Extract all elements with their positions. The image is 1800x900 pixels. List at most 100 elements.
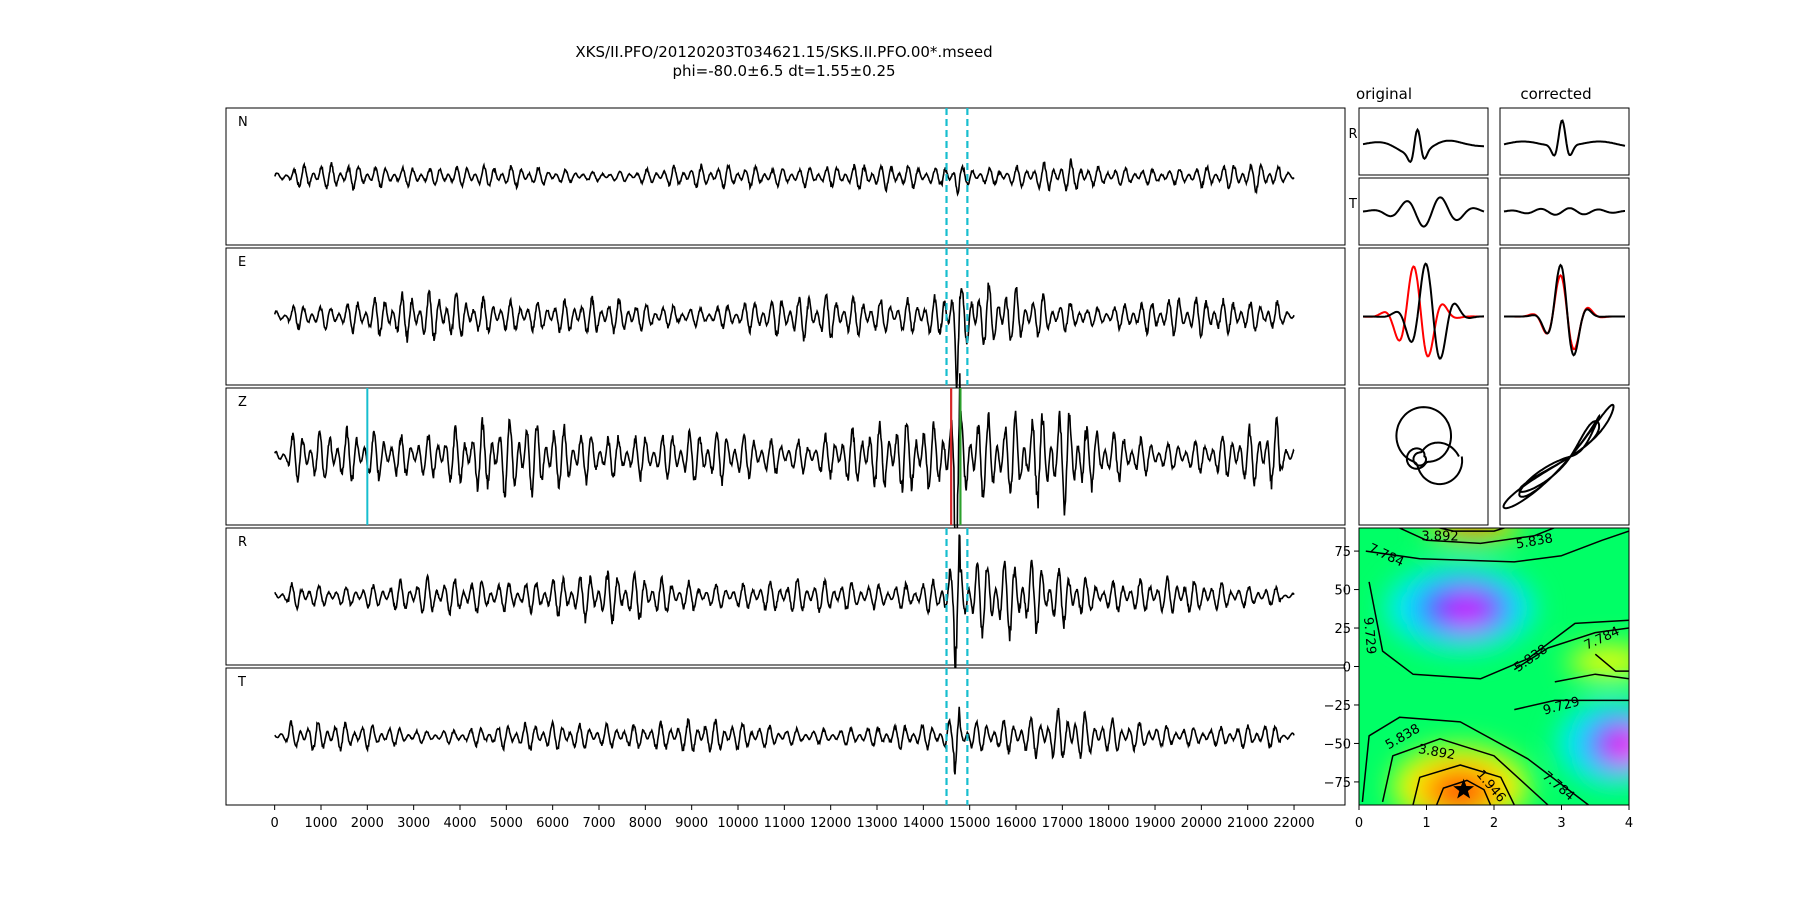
surface-y-tick-label: −25 — [1324, 699, 1351, 714]
contour-label: 5.838 — [1515, 531, 1554, 552]
x-tick-label: 6000 — [536, 816, 569, 831]
traces-x-axis: 0 1000 2000 3000 4000 5000 6000 7000 8000 9000 100… — [271, 805, 1315, 831]
contour-label: 3.892 — [1421, 530, 1458, 545]
x-tick-label: 16000 — [995, 816, 1036, 831]
contour-line — [1594, 653, 1629, 672]
original-panel-0 — [1358, 107, 1489, 176]
column-title-corrected: corrected — [1520, 85, 1591, 103]
surface-x-tick-label: 2 — [1490, 816, 1498, 831]
contour-line — [1365, 530, 1629, 563]
transverse-wavelet — [1503, 207, 1625, 216]
contour-line — [1361, 716, 1589, 805]
x-tick-label: 1000 — [304, 816, 337, 831]
contour-line — [1513, 627, 1629, 671]
trace-panel-r: R — [225, 527, 1346, 680]
x-tick-label: 0 — [271, 816, 279, 831]
surface-x-tick-label: 1 — [1422, 816, 1430, 831]
x-tick-label: 12000 — [810, 816, 851, 831]
wave-red — [1363, 265, 1484, 358]
contour-line — [1436, 528, 1507, 532]
particle-motion — [1395, 406, 1464, 486]
transverse-wavelet — [1362, 196, 1485, 228]
contour-line — [1514, 699, 1629, 711]
seismogram-trace — [274, 158, 1295, 197]
surface-y-tick-label: −50 — [1324, 737, 1351, 752]
side-panels-layer: RT — [1348, 107, 1630, 526]
error-surface-layer: 3.892 5.8387.7849.7295.8387.7849.7295.838… — [1324, 527, 1633, 831]
contour-label: 9.729 — [1360, 617, 1378, 655]
particle-motion — [1502, 403, 1615, 510]
trace-panel-z: Z — [225, 373, 1346, 554]
surface-y-tick-label: 75 — [1334, 545, 1351, 560]
wave-black — [1504, 263, 1625, 357]
panel-label: N — [238, 115, 248, 130]
contour-line — [1435, 779, 1492, 805]
x-tick-label: 5000 — [490, 816, 523, 831]
row-label-t: T — [1348, 197, 1357, 212]
figure-subtitle: phi=-80.0±6.5 dt=1.55±0.25 — [672, 62, 895, 80]
x-tick-label: 15000 — [949, 816, 990, 831]
seismogram-trace — [274, 706, 1295, 775]
panel-label: R — [238, 535, 247, 550]
panel-frame — [225, 387, 1346, 526]
panel-label: E — [238, 255, 246, 270]
original-panel-2 — [1358, 247, 1489, 386]
x-tick-label: 3000 — [397, 816, 430, 831]
contour-line — [1412, 764, 1515, 805]
corrected-panel-1 — [1499, 177, 1630, 246]
column-title-original: original — [1356, 85, 1412, 103]
x-tick-label: 22000 — [1273, 816, 1314, 831]
contour-line — [1554, 673, 1629, 683]
surface-blob — [1605, 729, 1629, 764]
x-tick-label: 2000 — [351, 816, 384, 831]
surface-blob — [1568, 646, 1629, 678]
trace-panel-e: E — [225, 247, 1346, 392]
x-tick-label: 11000 — [764, 816, 805, 831]
seismogram-trace — [273, 282, 1295, 392]
contour-label: 3.892 — [1417, 742, 1456, 763]
x-tick-label: 17000 — [1042, 816, 1083, 831]
x-tick-label: 19000 — [1134, 816, 1175, 831]
figure-title: XKS/II.PFO/20120203T034621.15/SKS.II.PFO… — [575, 43, 992, 61]
wave-black — [1363, 262, 1484, 360]
best-fit-star — [1453, 778, 1475, 799]
row-label-r: R — [1348, 127, 1357, 142]
x-tick-label: 20000 — [1181, 816, 1222, 831]
surface-y-tick-label: 25 — [1334, 622, 1351, 637]
x-tick-label: 9000 — [675, 816, 708, 831]
seismogram-trace — [274, 534, 1295, 680]
x-tick-label: 4000 — [443, 816, 476, 831]
panel-label: T — [237, 675, 246, 690]
surface-blob — [1443, 594, 1491, 629]
x-tick-label: 10000 — [717, 816, 758, 831]
radial-wavelet — [1503, 119, 1626, 157]
x-tick-label: 21000 — [1227, 816, 1268, 831]
surface-x-tick-label: 0 — [1355, 816, 1363, 831]
surface-x-tick-label: 3 — [1557, 816, 1565, 831]
x-tick-label: 13000 — [856, 816, 897, 831]
original-panel-3 — [1358, 387, 1489, 526]
trace-panel-t: T — [225, 667, 1346, 806]
surface-x-tick-label: 4 — [1625, 816, 1633, 831]
contour-line — [1368, 581, 1629, 680]
side-panel-frame — [1499, 387, 1630, 526]
seismogram-trace — [274, 373, 1295, 554]
x-tick-label: 8000 — [629, 816, 662, 831]
corrected-panel-3 — [1499, 387, 1630, 526]
surface-y-tick-label: −75 — [1324, 776, 1351, 791]
trace-panel-n: N — [225, 107, 1346, 246]
error-surface-map: 3.892 5.8387.7849.7295.8387.7849.7295.838… — [1359, 528, 1629, 805]
surface-y-tick-label: 0 — [1343, 661, 1351, 676]
contour-line — [1397, 528, 1556, 545]
contour-line — [1381, 738, 1549, 805]
traces-layer: N E Z R T 0 1000 2000 3000 4000 5000 6000 7000 8000 90… — [225, 107, 1346, 831]
panel-label: Z — [238, 395, 247, 410]
corrected-panel-0 — [1499, 107, 1630, 176]
corrected-panel-2 — [1499, 247, 1630, 386]
surface-y-tick-label: 50 — [1334, 584, 1351, 599]
x-tick-label: 14000 — [903, 816, 944, 831]
original-panel-1 — [1358, 177, 1489, 246]
radial-wavelet — [1362, 127, 1484, 164]
x-tick-label: 18000 — [1088, 816, 1129, 831]
